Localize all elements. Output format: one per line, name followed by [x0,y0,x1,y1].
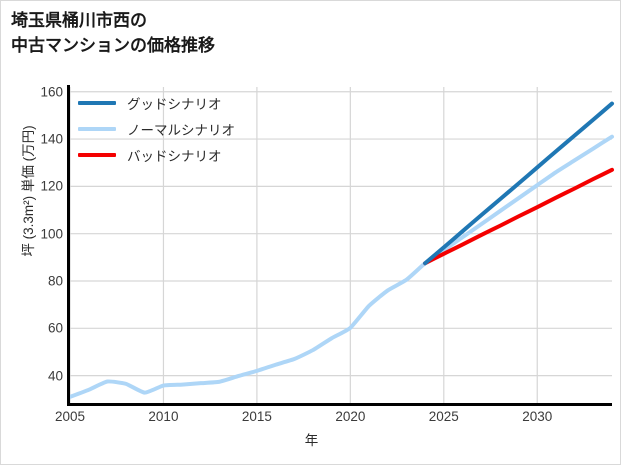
y-tick-label: 80 [47,273,63,289]
legend-item-label: グッドシナリオ [127,97,222,112]
legend-item-bad[interactable]: バッドシナリオ [78,147,235,164]
y-tick-label: 100 [40,226,63,242]
y-tick-label: 120 [40,178,63,194]
legend-item-label: バッドシナリオ [127,149,222,164]
x-tick-label: 2005 [54,409,86,424]
gridlines [69,87,612,404]
legend-color-swatch [78,101,116,105]
x-tick-label: 2030 [522,409,553,424]
legend-item-normal[interactable]: ノーマルシナリオ [78,121,235,138]
legend-item-label: ノーマルシナリオ [127,123,235,138]
y-axis-spine [67,85,70,406]
x-tick-label: 2010 [148,409,179,424]
legend-color-swatch [78,127,116,131]
x-tick-label: 2020 [335,409,366,424]
y-tick-label: 140 [40,131,63,147]
x-tick-label: 2015 [241,409,272,424]
y-tick-label: 160 [40,84,63,100]
y-axis-ticks: 40 60 80 100 120 140 160 [1,1,63,464]
series-lines [68,101,614,399]
y-tick-label: 60 [47,320,63,336]
legend-color-swatch [78,153,116,157]
x-tick-label: 2025 [428,409,459,424]
y-axis-label: 坪 (3.3m²) 単価 (万円) [21,125,36,257]
x-axis-spine [67,403,612,406]
plot-area [68,87,614,404]
chart-legend: グッドシナリオ ノーマルシナリオ バッドシナリオ [74,91,241,167]
x-axis-label: 年 [304,433,319,448]
chart-title: 埼玉県桶川市西の 中古マンションの価格推移 [11,11,215,55]
legend-item-good[interactable]: グッドシナリオ [78,95,235,112]
y-tick-label: 40 [47,368,63,384]
